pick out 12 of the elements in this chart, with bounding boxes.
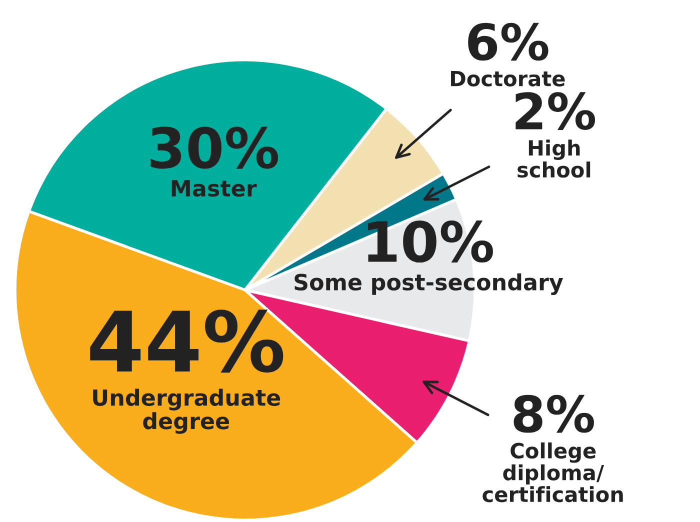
slice-label: Master	[172, 180, 257, 197]
slice-label: Undergraduate degree	[93, 388, 280, 434]
slice-label: High school	[518, 140, 590, 178]
slice-label: Doctorate	[451, 70, 565, 86]
data-label: 44%	[90, 310, 284, 373]
data-label: 30%	[150, 126, 278, 169]
data-label: 2%	[516, 92, 596, 130]
slice-label: Some post-secondary	[294, 273, 564, 296]
slice-label: College diploma/ certification	[482, 442, 623, 502]
data-label: 6%	[468, 22, 548, 61]
data-label: 10%	[368, 220, 493, 263]
data-label: 8%	[514, 394, 594, 433]
